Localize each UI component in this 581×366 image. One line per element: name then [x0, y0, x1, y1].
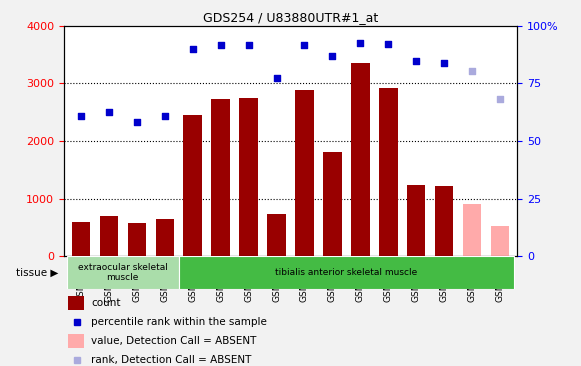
Bar [324, 152, 342, 256]
Bar [99, 216, 118, 256]
Bar [491, 226, 510, 256]
Point [76, 113, 85, 119]
Text: tibialis anterior skeletal muscle: tibialis anterior skeletal muscle [275, 268, 418, 277]
Bar [463, 204, 482, 256]
Bar [69, 335, 84, 348]
Bar [211, 99, 229, 256]
Bar [379, 88, 397, 256]
Bar [435, 186, 453, 256]
Point [440, 60, 449, 66]
Point [104, 109, 113, 115]
Point [244, 42, 253, 48]
Bar [407, 185, 425, 256]
Point [300, 42, 309, 48]
Bar [352, 63, 370, 256]
Bar [267, 214, 286, 256]
Title: GDS254 / U83880UTR#1_at: GDS254 / U83880UTR#1_at [203, 11, 378, 25]
Bar [156, 219, 174, 256]
Point [328, 53, 337, 59]
Point [132, 119, 141, 125]
Bar [184, 115, 202, 256]
Bar [128, 223, 146, 256]
Text: tissue ▶: tissue ▶ [16, 268, 59, 278]
Text: extraocular skeletal
muscle: extraocular skeletal muscle [78, 263, 167, 283]
Point [272, 75, 281, 81]
Point [384, 41, 393, 47]
Point [160, 113, 169, 119]
Point [216, 42, 225, 48]
Bar [295, 90, 314, 256]
Text: count: count [91, 298, 121, 308]
Bar [178, 256, 514, 289]
Bar [239, 98, 257, 256]
Point [188, 46, 197, 52]
Point [496, 97, 505, 102]
Point [356, 41, 365, 46]
Bar [67, 256, 178, 289]
Text: rank, Detection Call = ABSENT: rank, Detection Call = ABSENT [91, 355, 252, 365]
Point [468, 68, 477, 74]
Bar [71, 221, 90, 256]
Point [412, 58, 421, 64]
Bar [69, 296, 84, 310]
Text: value, Detection Call = ABSENT: value, Detection Call = ABSENT [91, 336, 256, 346]
Text: percentile rank within the sample: percentile rank within the sample [91, 317, 267, 327]
